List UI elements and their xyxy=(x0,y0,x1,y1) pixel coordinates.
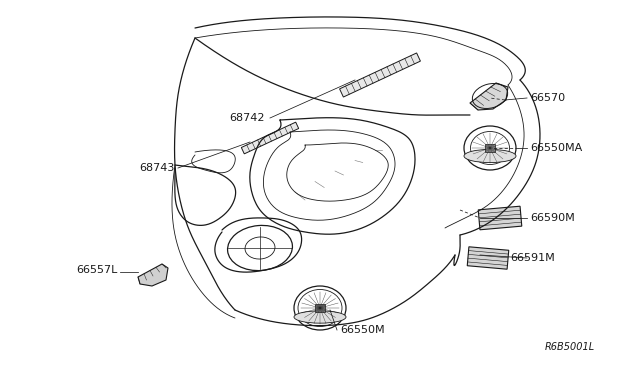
Polygon shape xyxy=(478,206,522,230)
FancyBboxPatch shape xyxy=(485,144,495,152)
Polygon shape xyxy=(241,122,299,154)
Polygon shape xyxy=(467,247,509,269)
Text: 68742: 68742 xyxy=(230,113,265,123)
Text: 66590M: 66590M xyxy=(530,213,575,223)
Ellipse shape xyxy=(294,311,346,323)
Text: 66557L: 66557L xyxy=(77,265,118,275)
Text: 66550MA: 66550MA xyxy=(530,143,582,153)
Ellipse shape xyxy=(464,150,516,163)
Text: 68743: 68743 xyxy=(140,163,175,173)
Text: 66550M: 66550M xyxy=(340,325,385,335)
Text: R6B5001L: R6B5001L xyxy=(545,342,595,352)
FancyBboxPatch shape xyxy=(315,304,325,312)
Polygon shape xyxy=(340,53,420,97)
Polygon shape xyxy=(470,83,508,110)
Text: 66591M: 66591M xyxy=(510,253,555,263)
Polygon shape xyxy=(138,264,168,286)
Text: 66570: 66570 xyxy=(530,93,565,103)
